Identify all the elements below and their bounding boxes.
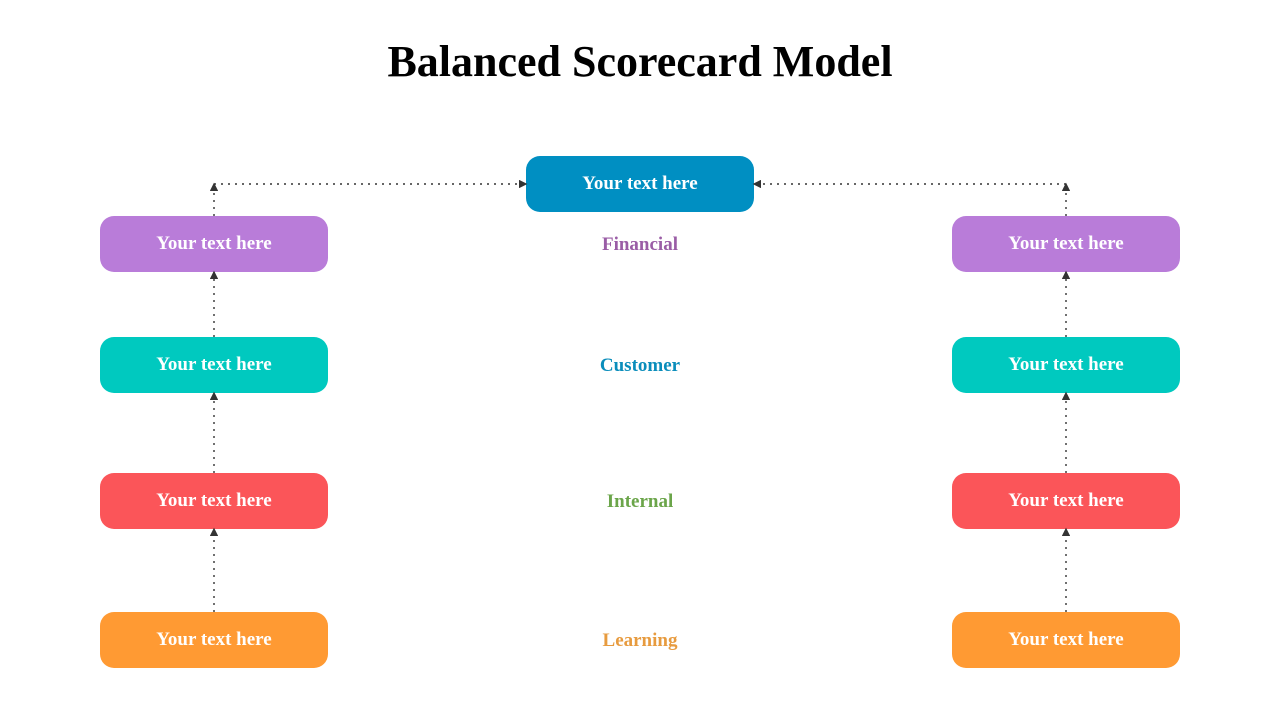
category-label-internal: Internal bbox=[0, 491, 1280, 513]
page-title: Balanced Scorecard Model bbox=[0, 36, 1280, 87]
top-box-label: Your text here bbox=[582, 173, 697, 195]
category-label-customer: Customer bbox=[0, 355, 1280, 377]
category-label-financial: Financial bbox=[0, 234, 1280, 256]
category-label-learning: Learning bbox=[0, 630, 1280, 652]
top-box: Your text here bbox=[526, 156, 754, 212]
